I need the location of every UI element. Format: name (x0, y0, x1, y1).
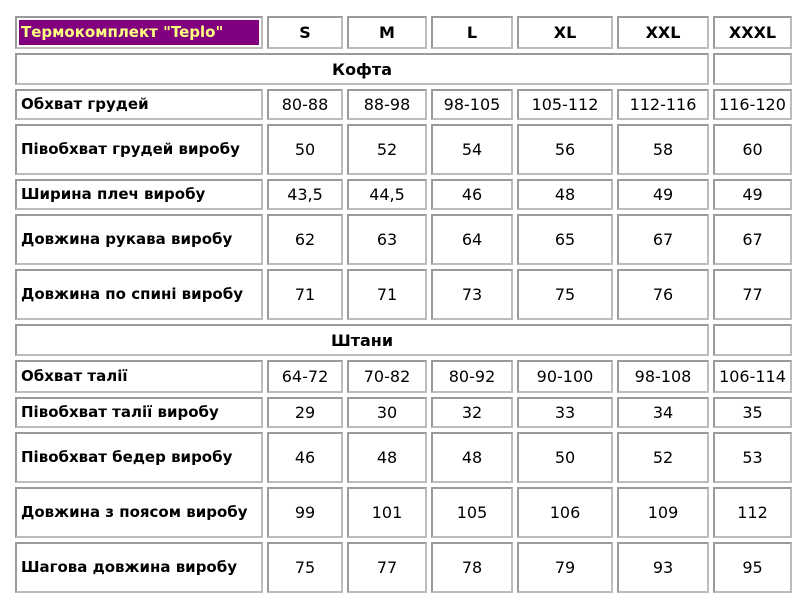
measurement-value: 56 (517, 124, 613, 175)
product-title: Термокомплект "Teplo" (19, 20, 259, 45)
measurement-value: 80-88 (267, 89, 343, 120)
measurement-value: 64 (431, 214, 513, 265)
table-row: Обхват грудей 80-88 88-98 98-105 105-112 112-… (15, 89, 792, 120)
section-row: Штани (15, 324, 792, 356)
measurement-value: 64-72 (267, 360, 343, 393)
measurement-value: 105 (431, 487, 513, 538)
measurement-value: 98-105 (431, 89, 513, 120)
measurement-value: 34 (617, 397, 709, 428)
size-header: XXXL (713, 16, 792, 49)
measurement-value: 49 (617, 179, 709, 210)
measurement-value: 90-100 (517, 360, 613, 393)
measurement-value: 73 (431, 269, 513, 320)
measurement-value: 44,5 (347, 179, 427, 210)
measurement-value: 32 (431, 397, 513, 428)
title-cell: Термокомплект "Teplo" (15, 16, 263, 49)
table-row: Довжина по спині виробу 71 71 73 75 76 77 (15, 269, 792, 320)
header-row: Термокомплект "Teplo" S M L XL XXL XXXL (15, 16, 792, 49)
measurement-value: 50 (267, 124, 343, 175)
measurement-value: 67 (713, 214, 792, 265)
measurement-value: 46 (267, 432, 343, 483)
measurement-value: 43,5 (267, 179, 343, 210)
measurement-value: 77 (347, 542, 427, 593)
measurement-value: 106-114 (713, 360, 792, 393)
measurement-label: Обхват грудей (15, 89, 263, 120)
measurement-value: 65 (517, 214, 613, 265)
measurement-value: 48 (517, 179, 613, 210)
measurement-value: 93 (617, 542, 709, 593)
measurement-value: 99 (267, 487, 343, 538)
table-row: Півобхват талії виробу 29 30 32 33 34 35 (15, 397, 792, 428)
measurement-value: 76 (617, 269, 709, 320)
measurement-value: 88-98 (347, 89, 427, 120)
measurement-value: 109 (617, 487, 709, 538)
measurement-value: 75 (517, 269, 613, 320)
measurement-value: 49 (713, 179, 792, 210)
measurement-value: 71 (267, 269, 343, 320)
measurement-value: 53 (713, 432, 792, 483)
measurement-value: 60 (713, 124, 792, 175)
measurement-value: 33 (517, 397, 613, 428)
measurement-label: Довжина з поясом виробу (15, 487, 263, 538)
measurement-value: 35 (713, 397, 792, 428)
table-row: Ширина плеч виробу 43,5 44,5 46 48 49 49 (15, 179, 792, 210)
measurement-value: 67 (617, 214, 709, 265)
measurement-value: 58 (617, 124, 709, 175)
table-row: Обхват талії 64-72 70-82 80-92 90-100 98-108 1… (15, 360, 792, 393)
measurement-value: 116-120 (713, 89, 792, 120)
measurement-value: 48 (431, 432, 513, 483)
measurement-value: 70-82 (347, 360, 427, 393)
table-row: Півобхват грудей виробу 50 52 54 56 58 60 (15, 124, 792, 175)
measurement-value: 101 (347, 487, 427, 538)
measurement-value: 78 (431, 542, 513, 593)
size-header: XXL (617, 16, 709, 49)
table-row: Довжина рукава виробу 62 63 64 65 67 67 (15, 214, 792, 265)
measurement-label: Ширина плеч виробу (15, 179, 263, 210)
measurement-value: 71 (347, 269, 427, 320)
measurement-label: Обхват талії (15, 360, 263, 393)
size-header: M (347, 16, 427, 49)
measurement-value: 54 (431, 124, 513, 175)
table-row: Шагова довжина виробу 75 77 78 79 93 95 (15, 542, 792, 593)
measurement-value: 52 (617, 432, 709, 483)
size-header: XL (517, 16, 613, 49)
measurement-value: 62 (267, 214, 343, 265)
measurement-value: 106 (517, 487, 613, 538)
measurement-value: 112 (713, 487, 792, 538)
measurement-label: Довжина по спині виробу (15, 269, 263, 320)
measurement-value: 112-116 (617, 89, 709, 120)
measurement-label: Півобхват грудей виробу (15, 124, 263, 175)
size-header: L (431, 16, 513, 49)
measurement-value: 95 (713, 542, 792, 593)
section-title: Штани (15, 324, 709, 356)
measurement-value: 30 (347, 397, 427, 428)
measurement-label: Півобхват талії виробу (15, 397, 263, 428)
measurement-value: 80-92 (431, 360, 513, 393)
measurement-value: 105-112 (517, 89, 613, 120)
size-table: Термокомплект "Teplo" S M L XL XXL XXXL … (11, 12, 796, 597)
measurement-value: 50 (517, 432, 613, 483)
measurement-value: 77 (713, 269, 792, 320)
size-header: S (267, 16, 343, 49)
measurement-value: 46 (431, 179, 513, 210)
measurement-value: 52 (347, 124, 427, 175)
measurement-value: 98-108 (617, 360, 709, 393)
measurement-value: 75 (267, 542, 343, 593)
empty-cell (713, 324, 792, 356)
table-row: Півобхват бедер виробу 46 48 48 50 52 53 (15, 432, 792, 483)
measurement-value: 63 (347, 214, 427, 265)
measurement-value: 29 (267, 397, 343, 428)
section-title: Кофта (15, 53, 709, 85)
empty-cell (713, 53, 792, 85)
section-row: Кофта (15, 53, 792, 85)
measurement-value: 79 (517, 542, 613, 593)
measurement-label: Довжина рукава виробу (15, 214, 263, 265)
measurement-value: 48 (347, 432, 427, 483)
measurement-label: Шагова довжина виробу (15, 542, 263, 593)
measurement-label: Півобхват бедер виробу (15, 432, 263, 483)
table-row: Довжина з поясом виробу 99 101 105 106 109 112 (15, 487, 792, 538)
